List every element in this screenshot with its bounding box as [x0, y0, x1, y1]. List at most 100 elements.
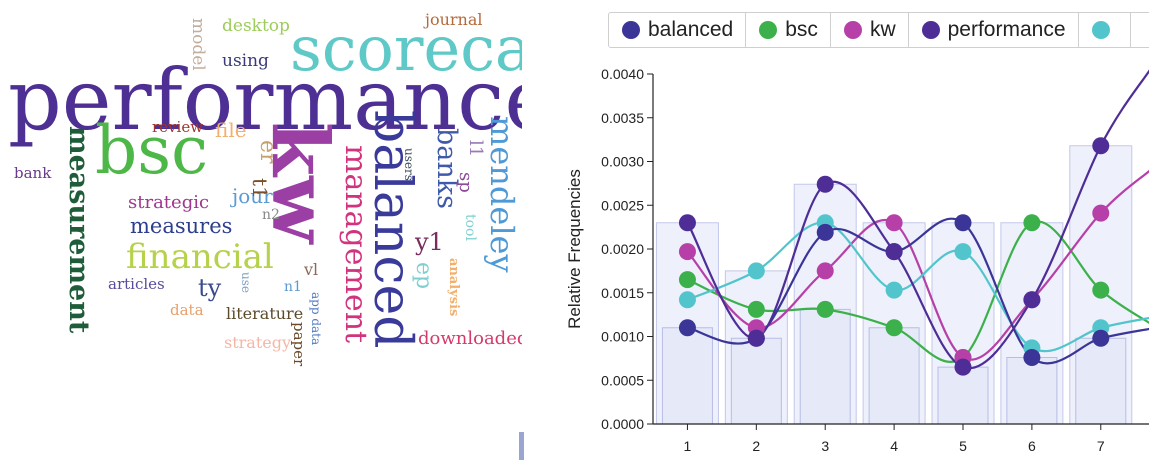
x-tick-label: 5: [959, 438, 967, 454]
data-point: [1092, 137, 1110, 155]
data-point: [816, 262, 834, 280]
cloud-word: downloaded: [418, 328, 522, 349]
data-point: [747, 300, 765, 318]
cloud-word: y1: [415, 228, 444, 256]
background-bar: [868, 327, 920, 425]
cloud-word: management: [338, 145, 373, 344]
data-point: [747, 262, 765, 280]
series-line: [687, 221, 1149, 353]
data-point: [885, 319, 903, 337]
y-tick-label: 0.0000: [601, 416, 644, 432]
data-point: [678, 271, 696, 289]
background-bar: [799, 308, 851, 425]
cloud-word: bank: [14, 164, 52, 182]
cloud-word: review: [152, 118, 204, 136]
chart-legend: balanced bsc kw performance: [608, 12, 1149, 48]
y-tick-label: 0.0040: [601, 66, 644, 82]
x-tick-label: 3: [821, 438, 829, 454]
legend-dot-icon: [1091, 21, 1110, 39]
cloud-word: jour: [232, 184, 273, 208]
data-point: [1023, 291, 1041, 309]
data-point: [885, 214, 903, 232]
legend-item[interactable]: [1079, 13, 1131, 47]
data-point: [885, 243, 903, 261]
cloud-word: banks: [431, 128, 462, 209]
y-tick-label: 0.0005: [601, 372, 644, 388]
cloud-word: use: [239, 272, 253, 293]
cloud-word: bsc: [95, 112, 209, 189]
word-cloud: performance scoreca bsc kw balanced managemen…: [0, 0, 522, 460]
data-point: [678, 243, 696, 261]
cloud-word: file: [215, 118, 247, 142]
cloud-word: ty: [198, 274, 222, 302]
cloud-word: measurement: [63, 126, 94, 334]
y-tick-label: 0.0015: [601, 285, 644, 301]
cloud-word: tool: [462, 214, 478, 241]
data-point: [1023, 349, 1041, 366]
background-bar: [937, 366, 989, 425]
legend-dot-icon: [843, 21, 862, 39]
x-tick-label: 1: [684, 438, 692, 454]
cloud-word: mendeley: [483, 116, 521, 273]
data-point: [954, 358, 972, 376]
data-point: [1092, 204, 1110, 222]
panel-divider: [519, 432, 524, 460]
data-point: [1023, 214, 1041, 232]
cloud-word: data: [170, 301, 204, 319]
x-tick-label: 2: [752, 438, 760, 454]
cloud-word: n1: [284, 279, 302, 295]
cloud-word: performance: [8, 51, 522, 149]
data-point: [954, 243, 972, 261]
legend-item[interactable]: bsc: [746, 13, 831, 47]
data-point: [816, 175, 834, 193]
legend-item[interactable]: kw: [831, 13, 909, 47]
series-line: [687, 220, 1149, 363]
cloud-word: model: [188, 18, 208, 71]
cloud-word: analysis: [446, 258, 461, 317]
cloud-word: desktop: [222, 16, 290, 36]
data-point: [678, 319, 696, 337]
legend-item[interactable]: balanced: [609, 13, 747, 47]
cloud-word: literature: [226, 304, 304, 323]
background-bar: [661, 327, 713, 425]
legend-item[interactable]: performance: [909, 13, 1079, 47]
legend-dot-icon: [622, 21, 640, 39]
relative-frequency-chart: 0.0000 0.0005 0.0010 0.0015 0.0020 0.0025 0.00…: [565, 66, 1149, 454]
cloud-word: l1: [465, 140, 486, 158]
data-point: [816, 300, 834, 318]
cloud-word: vl: [304, 260, 319, 279]
cloud-word: users: [402, 148, 416, 181]
x-tick-label: 7: [1097, 438, 1105, 454]
cloud-word: balanced: [362, 110, 422, 349]
x-tick-label: 6: [1028, 438, 1036, 454]
cloud-word: n2: [262, 207, 280, 223]
y-tick-label: 0.0010: [601, 329, 644, 345]
data-point: [678, 214, 696, 232]
cloud-word: app data: [309, 292, 323, 346]
data-point: [954, 214, 972, 232]
cloud-word: strategic: [128, 192, 210, 213]
legend-label: kw: [869, 18, 896, 41]
cloud-word: journal: [425, 10, 483, 29]
data-point: [1092, 281, 1110, 299]
cloud-word: financial: [126, 237, 274, 277]
y-tick-label: 0.0030: [601, 154, 644, 170]
data-point: [747, 329, 765, 347]
legend-label: bsc: [785, 18, 818, 41]
cloud-word: scoreca: [290, 12, 522, 85]
cloud-word: sp: [455, 172, 476, 193]
cloud-word: using: [222, 51, 269, 71]
data-point: [885, 281, 903, 299]
cloud-word: t1: [248, 178, 272, 199]
legend-label: performance: [947, 18, 1066, 41]
y-axis-title: Relative Frequencies: [565, 169, 584, 329]
data-point: [678, 291, 696, 309]
cloud-word: paper: [290, 322, 308, 367]
cloud-word: ep: [411, 262, 436, 290]
y-tick-label: 0.0035: [601, 110, 644, 126]
y-tick-label: 0.0020: [601, 241, 644, 257]
background-bar: [1006, 357, 1058, 425]
y-tick-label: 0.0025: [601, 197, 644, 213]
x-tick-label: 4: [890, 438, 898, 454]
legend-dot-icon: [759, 21, 778, 39]
